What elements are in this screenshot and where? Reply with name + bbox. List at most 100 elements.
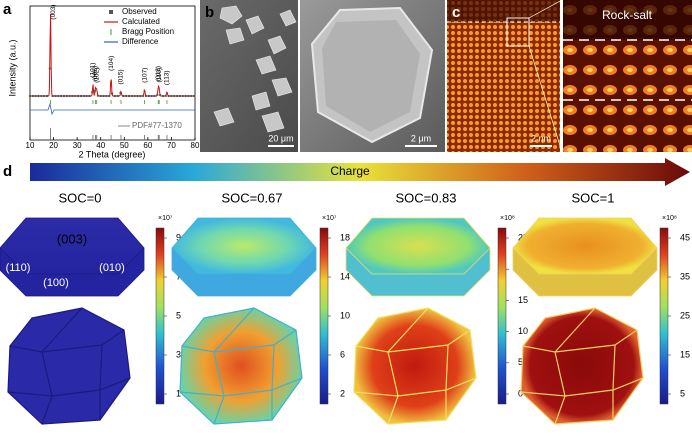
- observed-point: [94, 89, 97, 92]
- panel-label: b: [205, 4, 214, 21]
- observed-point: [45, 95, 48, 97]
- peak-label: (015): [118, 69, 125, 84]
- particles: [213, 5, 297, 133]
- observed-point: [37, 95, 40, 97]
- colorbar-tick-label: 2: [340, 388, 345, 398]
- colorbar-tick-label: 6: [340, 349, 345, 359]
- x-tick-label: 80: [191, 141, 200, 150]
- colorbar-tick-label: 5: [518, 357, 523, 367]
- polyhedron-edges: [353, 307, 477, 425]
- observed-point: [60, 95, 63, 97]
- panel-label: d: [3, 163, 12, 180]
- observed-point: [159, 94, 162, 97]
- peak-label: (006): [92, 66, 99, 81]
- observed-point: [43, 95, 46, 97]
- colorbar-tick-label: 3: [176, 349, 181, 359]
- x-tick-label: 70: [167, 141, 176, 150]
- zoom-line: [528, 45, 563, 153]
- colorbar-tick-label: 15: [518, 295, 528, 305]
- observed-point: [173, 95, 176, 97]
- peak-label: (102): [93, 68, 100, 83]
- colorbar-tick-label: 45: [680, 232, 690, 242]
- observed-point: [184, 95, 187, 97]
- observed-point: [139, 95, 142, 97]
- observed-point: [71, 95, 74, 97]
- polyhedron-edges: [520, 307, 644, 425]
- colorbar-exponent: ×10⁸: [500, 215, 515, 222]
- colorbar-tick-label: 5: [176, 310, 181, 320]
- x-tick-label: 40: [96, 141, 105, 150]
- observed-point: [170, 95, 173, 97]
- scale-bar-label: 20 μm: [268, 133, 293, 143]
- colorbar-tick-label: 0: [518, 388, 523, 398]
- plot-frame: [29, 5, 196, 141]
- polyhedron-edges: [7, 307, 131, 425]
- plate-top: [345, 217, 491, 275]
- colorbar-exponent: ×10⁷: [322, 215, 337, 222]
- zoom-line: [528, 0, 563, 19]
- observed-point: [193, 95, 196, 97]
- observed-point: [99, 95, 102, 97]
- observed-point: [144, 94, 147, 97]
- observed-point: [74, 95, 77, 97]
- stem-surface: [447, 0, 560, 22]
- observed-point: [96, 94, 99, 97]
- observed-point: [133, 95, 136, 97]
- x-tick-label: 50: [120, 141, 129, 150]
- observed-point: [187, 95, 190, 97]
- xrd-plot: 10 20 30 40 50 60 70 80 (003) (101)(006)(102) (104…: [26, 4, 200, 150]
- observed-point: [68, 95, 71, 97]
- observed-point: [54, 95, 57, 97]
- observed-point: [150, 95, 153, 97]
- state-label: SOC=0.83: [395, 190, 456, 205]
- region-label: Rock-salt: [602, 8, 653, 22]
- observed-point: [62, 95, 65, 97]
- observed-point: [119, 91, 122, 94]
- scale-bar-label: 2 μm: [411, 133, 431, 143]
- observed-point: [116, 95, 119, 97]
- simulations: SOC=0×10⁷13579SOC=0.67×10⁷26101418SOC=0.…: [0, 190, 690, 425]
- observed-point: [79, 95, 82, 97]
- observed-point: [102, 95, 105, 97]
- observed-point: [105, 95, 108, 97]
- colorbar: [155, 227, 165, 405]
- observed-point: [136, 95, 139, 97]
- facet-label: (010): [99, 262, 125, 274]
- x-tick-label: 20: [49, 141, 58, 150]
- observed-point: [40, 95, 43, 97]
- x-tick-label: 30: [73, 141, 82, 150]
- x-tick-label: 60: [143, 141, 152, 150]
- colorbar-tick-label: 15: [680, 349, 690, 359]
- observed-point: [142, 94, 145, 97]
- observed-point: [113, 95, 116, 97]
- scale-bar-label: 2 nm: [531, 133, 551, 143]
- colorbar-exponent: ×10⁸: [662, 215, 677, 222]
- charge-arrow: [30, 158, 690, 186]
- legend-label: Difference: [122, 37, 159, 46]
- state-label: SOC=0: [59, 190, 102, 205]
- panel-label: a: [3, 1, 12, 18]
- colorbar-tick-label: 25: [680, 310, 690, 320]
- crystal-face: [322, 20, 420, 132]
- observed-point: [167, 94, 170, 97]
- panel-label: c: [452, 4, 460, 21]
- peak-label: (018): [155, 66, 162, 81]
- plate-top: [171, 217, 317, 275]
- observed-point: [178, 95, 181, 97]
- reference-label: PDF#77-1370: [132, 121, 182, 130]
- observed-point: [128, 95, 130, 97]
- observed-point: [57, 95, 60, 97]
- colorbar-exponent: ×10⁷: [158, 215, 173, 222]
- observed-point: [153, 95, 156, 97]
- colorbar: [497, 227, 507, 405]
- polyhedron-edges: [179, 307, 303, 425]
- observed-point: [176, 95, 179, 97]
- legend-label: Observed: [122, 7, 157, 16]
- arrow-label: Charge: [330, 164, 370, 178]
- colorbar: [659, 227, 669, 405]
- observed-point: [88, 95, 91, 97]
- x-tick-label: 10: [26, 141, 35, 150]
- colorbar-tick-label: 1: [176, 388, 181, 398]
- colorbar-tick-label: 10: [340, 310, 350, 320]
